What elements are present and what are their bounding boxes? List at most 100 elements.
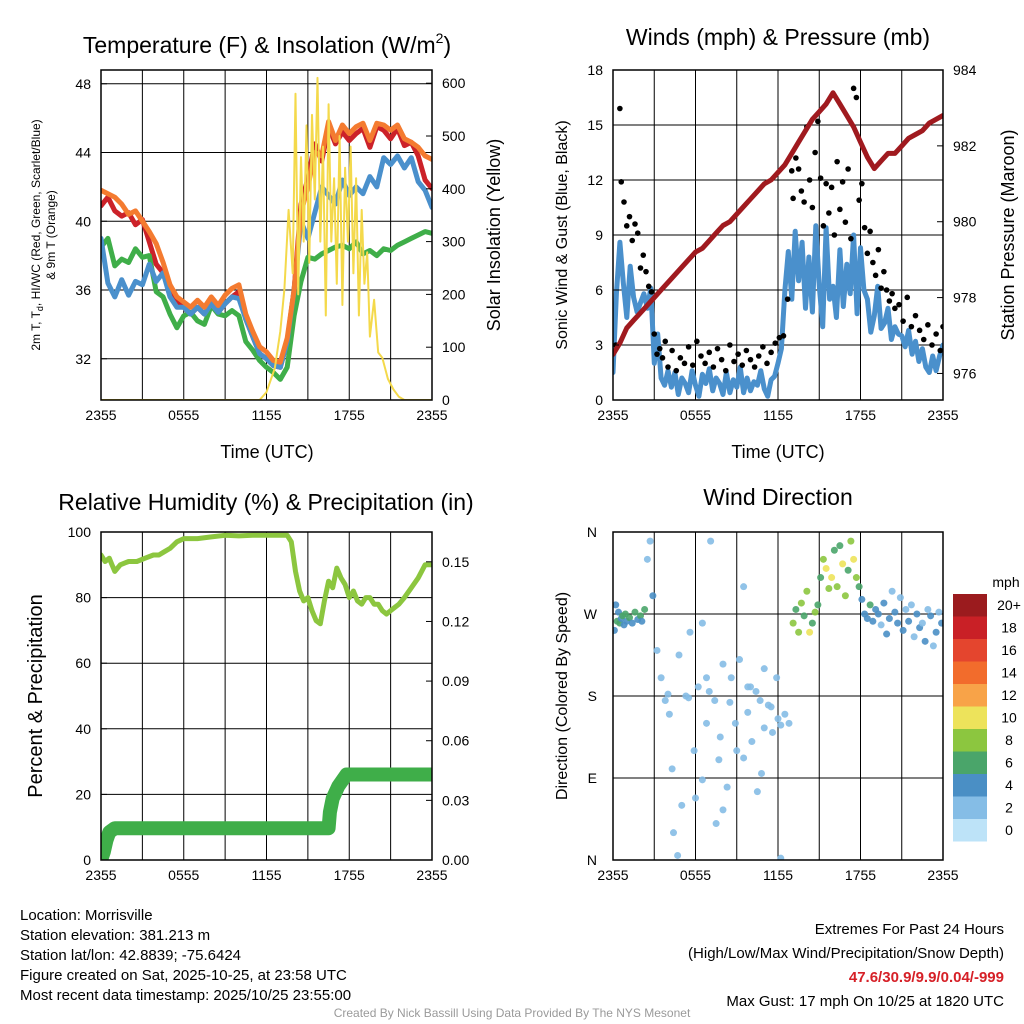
wind-direction-point: [792, 605, 800, 613]
gust-series: [613, 85, 943, 374]
temperature-y2-tick-label: 200: [442, 286, 466, 302]
wind-direction-x-tick-label: 1755: [845, 867, 876, 883]
gust-point: [722, 367, 729, 374]
wind-direction-point: [736, 656, 743, 664]
wind-direction-y-axis-label: Direction (Colored By Speed): [554, 592, 571, 800]
wind-direction-point: [756, 697, 764, 705]
gust-point: [621, 199, 627, 205]
gust-point: [912, 312, 919, 319]
temperature-y-tick-label: 48: [75, 76, 91, 92]
wind-direction-point: [847, 537, 855, 545]
humidity-y-tick-label: 0: [83, 852, 91, 868]
wind-direction-point: [653, 646, 661, 654]
gust-point: [651, 331, 658, 337]
winds-x-tick-label: 0555: [680, 407, 711, 423]
wind-direction-point: [675, 651, 683, 659]
wind-direction-point: [858, 595, 866, 603]
gust-point: [662, 338, 669, 345]
wind-direction-x-tick-label: 2355: [927, 867, 958, 883]
gust-point: [747, 356, 754, 363]
gust-point: [859, 180, 865, 187]
gust-point: [920, 336, 927, 343]
gust-point: [710, 364, 717, 370]
gust-point: [795, 166, 802, 172]
wind-direction-point: [628, 619, 636, 627]
gust-point: [850, 85, 857, 92]
gust-point: [659, 355, 666, 361]
wind-direction-point: [836, 542, 844, 550]
legend-swatch: [953, 639, 987, 662]
wind-direction-point: [703, 674, 710, 682]
wind-direction-point: [855, 583, 863, 591]
winds-grid: [612, 69, 944, 401]
gust-point: [632, 221, 638, 227]
winds-y2-tick-label: 980: [953, 214, 977, 230]
gust-point: [780, 333, 787, 339]
wind-direction-point: [899, 626, 907, 634]
gust-point: [937, 347, 943, 354]
gust-point: [916, 327, 923, 334]
wind-direction-y-tick-label: S: [588, 688, 597, 704]
gust-point: [853, 94, 860, 101]
extremes-info: Extremes For Past 24 Hours (High/Low/Max…: [688, 918, 1004, 1014]
humidity-y-tick-label: 40: [75, 721, 91, 737]
gust-point: [669, 347, 675, 354]
wind-direction-point: [643, 555, 651, 563]
wind-direction-point: [726, 698, 734, 706]
gust-point: [793, 155, 799, 161]
gust-point: [626, 213, 633, 220]
temperature-x-axis-label: Time (UTC): [220, 442, 313, 462]
wind-direction-point: [789, 619, 797, 627]
wind-direction-point: [705, 687, 713, 695]
gust-point: [743, 347, 750, 354]
wind-direction-point: [803, 587, 811, 595]
wind-direction-point: [924, 605, 932, 613]
gust-point: [872, 272, 879, 279]
gust-point: [881, 268, 887, 275]
station-pressure-line: [613, 90, 943, 357]
gust-point: [828, 184, 835, 191]
wind-direction-point: [686, 628, 694, 636]
gust-point: [834, 158, 840, 165]
wind-direction-panel-title: Wind Direction: [703, 484, 853, 510]
gust-point: [817, 175, 824, 181]
gust-point: [645, 283, 652, 290]
humidity-y2-tick-label: 0.15: [442, 554, 469, 570]
gust-point: [706, 349, 713, 356]
humidity-panel-title: Relative Humidity (%) & Precipitation (i…: [58, 489, 473, 515]
gust-point: [727, 342, 733, 348]
gust-point: [698, 353, 704, 359]
wind-direction-y-tick-label: N: [587, 852, 597, 868]
humidity-y-tick-label: 20: [75, 786, 91, 802]
wind-direction-point: [785, 719, 793, 727]
wind-direction-point: [758, 769, 765, 777]
wind-direction-point: [649, 592, 657, 600]
gust-point: [764, 360, 770, 367]
winds-y-tick-label: 9: [595, 227, 603, 243]
winds-x-tick-label: 1755: [845, 407, 876, 423]
humidity-x-tick-label: 2355: [416, 867, 447, 883]
wind-direction-point: [806, 628, 814, 636]
gust-point: [654, 351, 660, 357]
legend-swatch: [953, 594, 987, 617]
wind-direction-point: [674, 851, 682, 859]
gust-point: [665, 364, 671, 370]
humidity-y-tick-label: 80: [75, 590, 91, 606]
winds-y-tick-label: 3: [595, 337, 603, 353]
wind-direction-point: [910, 633, 918, 641]
gust-point: [731, 358, 737, 365]
wind-direction-point: [613, 601, 620, 609]
wind-direction-point: [905, 617, 913, 625]
hi-wc-line: [101, 153, 432, 370]
gust-point: [886, 298, 893, 304]
wind-direction-point: [740, 754, 748, 762]
wind-direction-point: [927, 612, 935, 620]
wind-direction-point: [907, 601, 915, 609]
temperature-x-tick-label: 2355: [85, 407, 116, 423]
wind-direction-point: [795, 628, 803, 636]
wind-direction-point: [685, 694, 693, 702]
wind-direction-point: [781, 710, 789, 718]
temperature-x-tick-label: 1755: [334, 407, 365, 423]
gust-point: [815, 118, 821, 125]
wind-direction-grid: [612, 531, 944, 861]
